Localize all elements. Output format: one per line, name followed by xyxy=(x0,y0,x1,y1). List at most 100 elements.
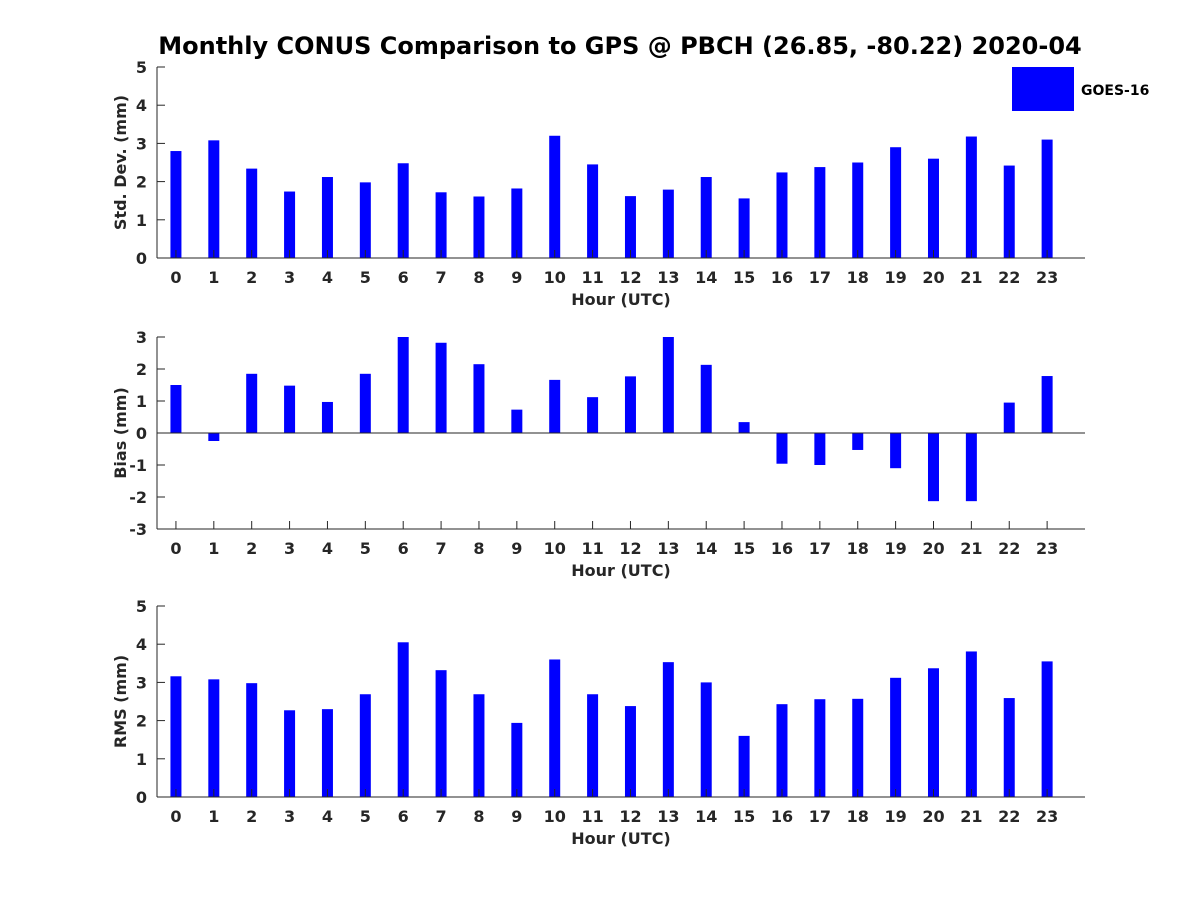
bar xyxy=(1003,402,1015,433)
y-tick-label: 2 xyxy=(136,173,147,192)
x-tick-label: 1 xyxy=(208,268,219,287)
bar xyxy=(321,401,333,433)
x-tick-label: 14 xyxy=(695,539,717,558)
x-tick-label: 0 xyxy=(170,539,181,558)
bar xyxy=(814,167,826,258)
bar xyxy=(814,699,826,797)
bar xyxy=(738,735,750,797)
x-tick-label: 20 xyxy=(922,268,944,287)
x-tick-label: 0 xyxy=(170,268,181,287)
bar xyxy=(890,677,902,797)
bar xyxy=(662,189,674,258)
y-tick-label: 3 xyxy=(136,673,147,692)
bar xyxy=(927,668,939,797)
x-tick-label: 2 xyxy=(246,539,257,558)
x-tick-label: 9 xyxy=(511,268,522,287)
x-tick-label: 16 xyxy=(771,807,793,826)
bar xyxy=(435,670,447,797)
bar xyxy=(511,722,523,797)
y-tick-label: -1 xyxy=(129,456,147,475)
x-tick-label: 6 xyxy=(398,539,409,558)
bar xyxy=(965,136,977,258)
x-tick-label: 23 xyxy=(1036,268,1058,287)
y-axis-label: Bias (mm) xyxy=(111,387,130,479)
x-tick-label: 22 xyxy=(998,807,1020,826)
x-tick-label: 5 xyxy=(360,539,371,558)
bar xyxy=(927,158,939,258)
x-tick-label: 4 xyxy=(322,268,333,287)
x-tick-label: 8 xyxy=(473,539,484,558)
y-tick-label: -2 xyxy=(129,488,147,507)
bar xyxy=(700,177,712,258)
bar xyxy=(1003,165,1015,258)
x-tick-label: 15 xyxy=(733,539,755,558)
x-tick-label: 18 xyxy=(847,539,869,558)
x-tick-label: 11 xyxy=(581,268,603,287)
x-tick-label: 19 xyxy=(884,807,906,826)
bar xyxy=(246,683,258,797)
x-tick-label: 13 xyxy=(657,539,679,558)
bar xyxy=(549,659,561,797)
x-tick-label: 12 xyxy=(619,268,641,287)
x-tick-label: 1 xyxy=(208,807,219,826)
y-tick-label: 5 xyxy=(136,597,147,616)
x-tick-label: 17 xyxy=(809,268,831,287)
bar xyxy=(700,682,712,797)
bar xyxy=(473,196,485,258)
x-tick-label: 8 xyxy=(473,807,484,826)
bar xyxy=(473,364,485,433)
bar xyxy=(435,342,447,433)
x-tick-label: 2 xyxy=(246,807,257,826)
bar xyxy=(170,676,182,797)
bar xyxy=(662,337,674,433)
y-tick-label: -3 xyxy=(129,520,147,539)
x-tick-label: 3 xyxy=(284,807,295,826)
x-tick-label: 19 xyxy=(884,268,906,287)
bar xyxy=(890,433,902,469)
x-tick-label: 4 xyxy=(322,807,333,826)
x-tick-label: 14 xyxy=(695,807,717,826)
bar xyxy=(170,151,182,258)
bar xyxy=(738,198,750,258)
bar xyxy=(170,385,182,433)
x-tick-label: 5 xyxy=(360,807,371,826)
bar xyxy=(624,196,636,258)
x-tick-label: 7 xyxy=(436,807,447,826)
bar xyxy=(321,177,333,258)
y-tick-label: 2 xyxy=(136,360,147,379)
y-tick-label: 1 xyxy=(136,211,147,230)
x-tick-label: 18 xyxy=(847,807,869,826)
bar xyxy=(587,164,599,258)
x-tick-label: 2 xyxy=(246,268,257,287)
x-tick-label: 17 xyxy=(809,807,831,826)
bar xyxy=(587,397,599,433)
bar xyxy=(208,433,220,441)
x-tick-label: 5 xyxy=(360,268,371,287)
bar xyxy=(1041,376,1053,433)
x-tick-label: 12 xyxy=(619,539,641,558)
bar xyxy=(738,422,750,433)
bar xyxy=(852,433,864,450)
y-tick-label: 0 xyxy=(136,424,147,443)
x-tick-label: 7 xyxy=(436,268,447,287)
bar xyxy=(359,182,371,258)
x-tick-label: 10 xyxy=(544,539,566,558)
x-tick-label: 9 xyxy=(511,807,522,826)
bar xyxy=(284,191,296,258)
bar xyxy=(776,704,788,797)
y-tick-label: 0 xyxy=(136,788,147,807)
bar xyxy=(965,433,977,502)
bar xyxy=(852,162,864,258)
x-tick-label: 21 xyxy=(960,807,982,826)
bar xyxy=(1041,661,1053,797)
x-tick-label: 13 xyxy=(657,807,679,826)
bar xyxy=(965,651,977,797)
bar xyxy=(852,698,864,797)
bar xyxy=(208,679,220,797)
bar xyxy=(662,662,674,797)
x-tick-label: 22 xyxy=(998,539,1020,558)
bar xyxy=(776,433,788,464)
